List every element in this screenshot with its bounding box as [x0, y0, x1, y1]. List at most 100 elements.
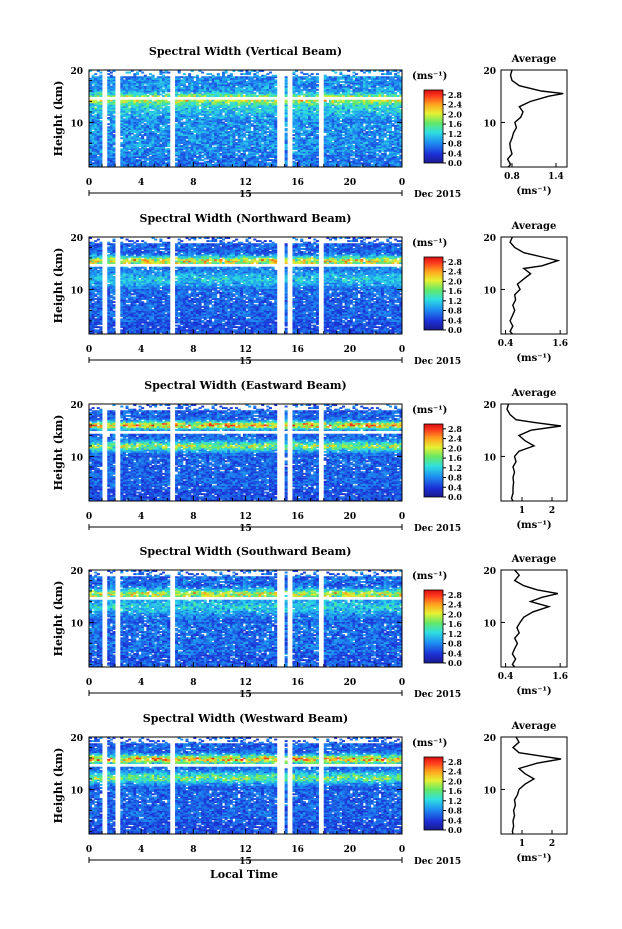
heatmap-cell — [99, 113, 103, 116]
heatmap-cell — [120, 159, 124, 162]
heatmap-cell — [235, 152, 239, 155]
heatmap-cell — [96, 146, 100, 149]
heatmap-cell — [91, 118, 95, 121]
heatmap-cell — [242, 99, 246, 102]
heatmap-cell — [245, 76, 249, 79]
heatmap-cell — [91, 137, 95, 140]
heatmap-cell — [203, 160, 207, 163]
heatmap-cell — [352, 157, 356, 160]
heatmap-cell — [120, 109, 124, 112]
heatmap-cell — [315, 99, 319, 102]
heatmap-cell — [109, 101, 113, 104]
heatmap-cell — [211, 163, 215, 166]
heatmap-cell — [300, 76, 304, 79]
heatmap-cell — [156, 99, 160, 102]
heatmap-cell — [268, 102, 272, 105]
heatmap-cell — [99, 87, 103, 90]
heatmap-cell — [94, 152, 98, 155]
heatmap-cell — [109, 95, 113, 97]
heatmap-cell — [271, 74, 275, 77]
heatmap-cell — [143, 85, 147, 88]
heatmap-cell — [208, 82, 212, 85]
heatmap-cell — [99, 121, 103, 124]
heatmap-cell — [146, 95, 150, 97]
heatmap-cell — [99, 85, 103, 88]
heatmap-cell — [96, 112, 100, 115]
heatmap-cell — [89, 85, 93, 88]
heatmap-cell — [308, 99, 312, 102]
heatmap-cell — [219, 99, 223, 102]
heatmap-cell — [352, 79, 356, 82]
heatmap-cell — [141, 113, 145, 116]
heatmap-cell — [96, 165, 100, 168]
heatmap-cell — [339, 71, 343, 74]
heatmap-cell — [300, 132, 304, 135]
heatmap-cell — [94, 151, 98, 154]
heatmap-cell — [96, 102, 100, 105]
heatmap-cell — [89, 134, 93, 137]
heatmap-cell — [91, 126, 95, 129]
heatmap-cell — [138, 99, 142, 102]
heatmap-cell — [89, 102, 93, 105]
heatmap-cell — [159, 99, 163, 102]
heatmap-cell — [216, 73, 220, 76]
heatmap-cell — [266, 131, 270, 133]
heatmap-cell — [224, 146, 228, 149]
heatmap-cell — [263, 74, 267, 77]
heatmap-cell — [91, 82, 95, 85]
heatmap-cell — [326, 154, 330, 157]
heatmap-cell — [96, 134, 100, 137]
heatmap-cell — [180, 76, 184, 79]
heatmap-cell — [96, 113, 100, 116]
heatmap-cell — [274, 116, 278, 119]
heatmap-cell — [91, 79, 95, 82]
heatmap-cell — [91, 138, 95, 141]
heatmap-cell — [284, 76, 288, 79]
heatmap-cell — [122, 146, 126, 149]
heatmap-cell — [164, 76, 168, 79]
heatmap-cell — [91, 112, 95, 115]
heatmap-cell — [141, 76, 145, 79]
heatmap-cell — [112, 76, 116, 79]
heatmap-cell — [91, 127, 95, 130]
heatmap-cell — [227, 74, 231, 77]
heatmap-cell — [274, 79, 278, 82]
heatmap-cell — [120, 115, 124, 118]
heatmap-cell — [107, 157, 111, 160]
heatmap-cell — [180, 87, 184, 90]
heatmap-cell — [107, 140, 111, 143]
heatmap-cell — [295, 151, 299, 154]
heatmap-cell — [94, 95, 98, 97]
heatmap-cell — [222, 99, 226, 102]
heatmap-cell — [109, 120, 113, 123]
heatmap-cell — [141, 71, 145, 74]
heatmap-cell — [355, 159, 359, 162]
heatmap-cell — [89, 154, 93, 157]
heatmap-cell — [344, 146, 348, 149]
heatmap-cell — [107, 143, 111, 146]
heatmap-cell — [344, 99, 348, 102]
heatmap-cell — [107, 109, 111, 112]
heatmap-cell — [89, 77, 93, 80]
heatmap-cell — [120, 77, 124, 80]
heatmap-cell — [120, 162, 124, 165]
heatmap-cell — [146, 99, 150, 102]
heatmap-cell — [143, 74, 147, 77]
heatmap-cell — [94, 107, 98, 110]
heatmap-cell — [315, 102, 319, 105]
heatmap-cell — [258, 76, 262, 79]
heatmap-cell — [242, 95, 246, 97]
heatmap-cell — [292, 129, 296, 132]
heatmap-cell — [242, 132, 246, 135]
heatmap-cell — [232, 129, 236, 132]
heatmap-cell — [258, 132, 262, 135]
heatmap-cell — [109, 123, 113, 126]
heatmap-cell — [245, 107, 249, 110]
heatmap-cell — [112, 85, 116, 88]
heatmap-cell — [138, 148, 142, 151]
heatmap-cell — [224, 76, 228, 79]
heatmap-cell — [109, 127, 113, 130]
heatmap-cell — [201, 162, 205, 165]
heatmap-cell — [109, 93, 113, 96]
heatmap-cell — [122, 118, 126, 121]
